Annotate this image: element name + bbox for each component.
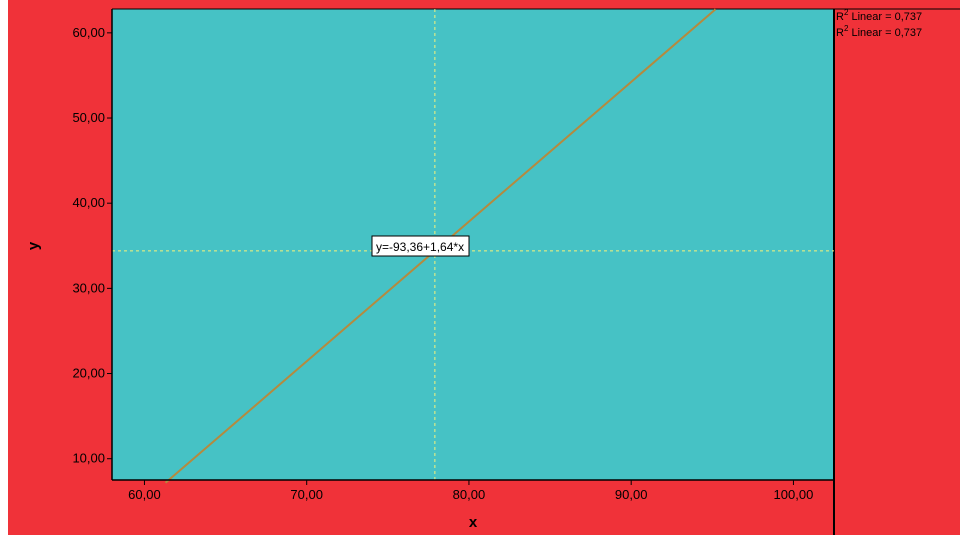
- equation-label: y=-93,36+1,64*x: [371, 235, 470, 257]
- y-tick-label: 30,00: [72, 280, 105, 295]
- y-tick-label: 50,00: [72, 110, 105, 125]
- legend-entry: R2 Linear = 0,737: [836, 8, 922, 23]
- plot-area: [112, 9, 834, 480]
- legend-entry: R2 Linear = 0,737: [836, 24, 922, 39]
- y-tick-label: 40,00: [72, 195, 105, 210]
- y-axis-ticks: 10,00 20,00 30,00 40,00 50,00 60,00: [72, 25, 112, 466]
- x-axis-title: x: [469, 514, 478, 531]
- x-tick-label: 100,00: [774, 487, 814, 502]
- y-tick-label: 20,00: [72, 366, 105, 381]
- x-tick-label: 80,00: [453, 487, 486, 502]
- x-tick-label: 60,00: [128, 487, 161, 502]
- equation-text: y=-93,36+1,64*x: [376, 240, 464, 254]
- x-tick-label: 70,00: [290, 487, 323, 502]
- y-tick-label: 60,00: [72, 25, 105, 40]
- x-tick-label: 90,00: [615, 487, 648, 502]
- y-tick-label: 10,00: [72, 451, 105, 466]
- y-axis-title: y: [25, 241, 42, 250]
- x-axis-ticks: 60,00 70,00 80,00 90,00 100,00: [128, 480, 813, 502]
